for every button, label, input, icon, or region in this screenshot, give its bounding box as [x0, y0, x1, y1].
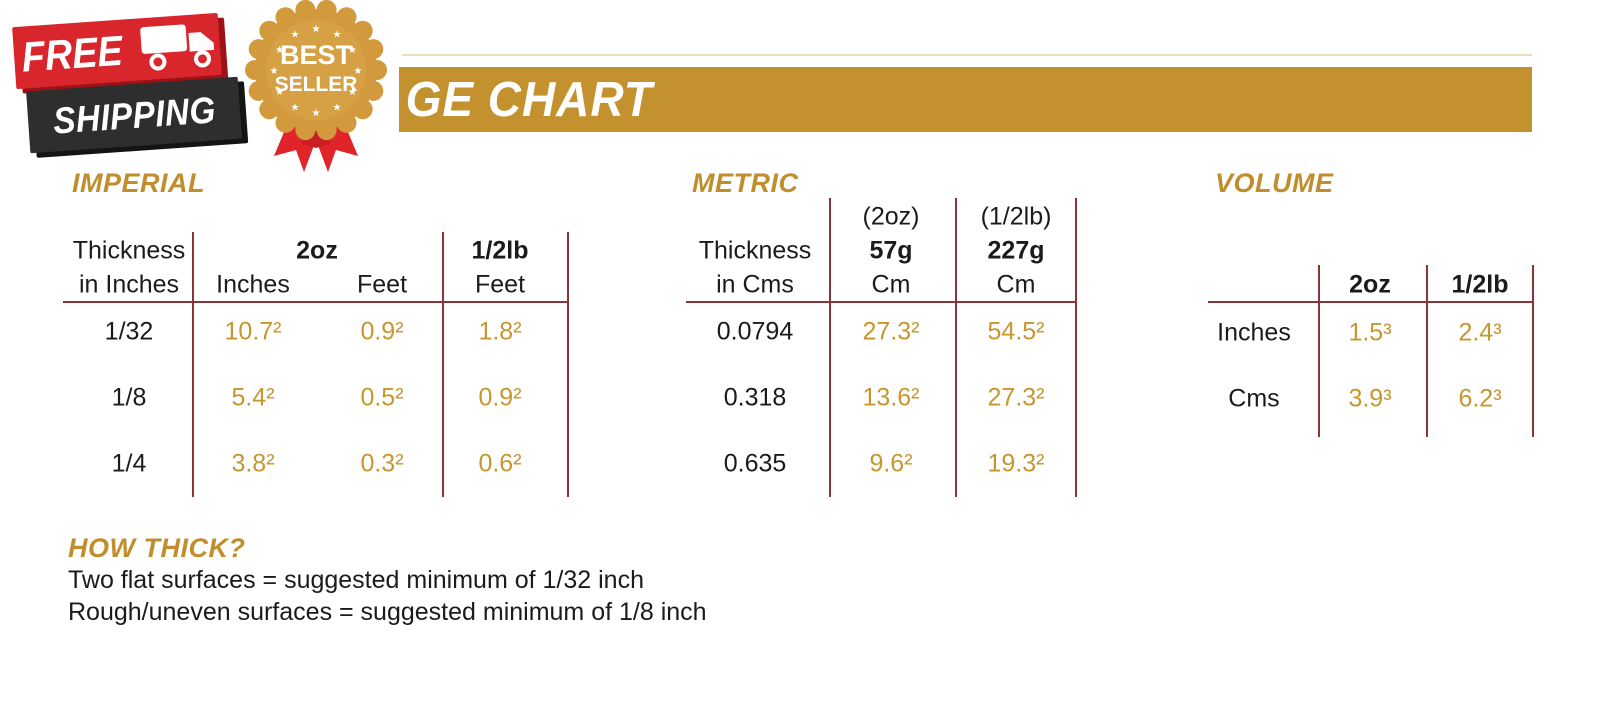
free-shipping-badge-top: FREE: [12, 12, 222, 90]
imperial-value: 10.7²: [224, 317, 282, 346]
metric-value: 27.3²: [987, 383, 1045, 412]
metric-title: METRIC: [692, 168, 799, 198]
imperial-title: IMPERIAL: [72, 168, 206, 198]
metric-header-2oz: (2oz): [862, 202, 920, 231]
svg-text:★: ★: [333, 30, 342, 41]
svg-text:★: ★: [312, 108, 321, 119]
imperial-value: 0.5²: [360, 383, 404, 412]
volume-title: VOLUME: [1215, 168, 1334, 198]
imperial-row-label: 1/4: [111, 449, 147, 478]
metric-header-cm1: Cm: [871, 270, 911, 299]
svg-text:★: ★: [354, 66, 363, 77]
metric-row-label: 0.635: [723, 449, 787, 478]
volume-rule-v3: [1532, 265, 1534, 437]
metric-header-57g: 57g: [869, 236, 913, 265]
imperial-rule-v3: [567, 232, 569, 497]
svg-text:★: ★: [291, 30, 300, 41]
metric-row-label: 0.318: [723, 383, 787, 412]
imperial-value: 1.8²: [478, 317, 522, 346]
best-label: BEST: [280, 40, 353, 70]
volume-header-2oz: 2oz: [1349, 270, 1391, 299]
imperial-header-halflb: 1/2lb: [471, 236, 529, 265]
svg-text:★: ★: [348, 45, 357, 56]
shipping-label: SHIPPING: [51, 88, 217, 142]
volume-row-label: Inches: [1217, 318, 1291, 347]
imperial-header-inches: Inches: [216, 270, 290, 299]
volume-header-halflb: 1/2lb: [1451, 270, 1509, 299]
metric-header-thickness: Thickness: [698, 236, 812, 265]
volume-row-label: Cms: [1228, 384, 1280, 413]
imperial-header-feet: Feet: [356, 270, 408, 299]
svg-text:★: ★: [348, 87, 357, 98]
truck-icon: [140, 24, 215, 71]
imperial-value: 0.3²: [360, 449, 404, 478]
best-seller-rosette: ★ ★ ★ ★ ★ ★ ★ ★ ★ ★ ★ ★ BEST SELLER: [245, 0, 387, 172]
imperial-header-feet2: Feet: [474, 270, 526, 299]
volume-value: 6.2³: [1458, 384, 1502, 413]
metric-header-227g: 227g: [987, 236, 1045, 265]
metric-value: 9.6²: [869, 449, 913, 478]
metric-rule-v1: [829, 198, 831, 497]
seller-label: SELLER: [275, 73, 358, 96]
svg-text:★: ★: [291, 102, 300, 113]
title-banner: GE CHART: [399, 67, 1532, 132]
svg-text:★: ★: [312, 24, 321, 35]
metric-row-label: 0.0794: [716, 317, 794, 346]
volume-value: 1.5³: [1348, 318, 1392, 347]
how-thick-title: HOW THICK?: [68, 533, 246, 563]
metric-header-in-cms: in Cms: [716, 270, 794, 299]
metric-rule-h: [686, 301, 1077, 303]
volume-rule-v2: [1426, 265, 1428, 437]
how-thick-line2: Rough/uneven surfaces = suggested minimu…: [68, 598, 707, 626]
how-thick-line1: Two flat surfaces = suggested minimum of…: [68, 566, 644, 594]
banner-title: GE CHART: [405, 72, 653, 127]
metric-header-halflb: (1/2lb): [980, 202, 1052, 231]
svg-text:★: ★: [333, 102, 342, 113]
svg-text:★: ★: [275, 45, 284, 56]
rosette-inner-circle: [266, 20, 366, 120]
svg-text:★: ★: [275, 87, 284, 98]
star-ring-icon: ★ ★ ★ ★ ★ ★ ★ ★ ★ ★ ★ ★: [270, 24, 363, 119]
banner-top-line: [402, 54, 1532, 56]
metric-header-cm2: Cm: [996, 270, 1036, 299]
metric-value: 13.6²: [862, 383, 920, 412]
metric-rule-v2: [955, 198, 957, 497]
imperial-rule-v2: [442, 232, 444, 497]
imperial-header-thickness: Thickness: [72, 236, 186, 265]
free-shipping-badge-bottom: SHIPPING: [26, 76, 242, 154]
imperial-value: 0.9²: [360, 317, 404, 346]
imperial-row-label: 1/32: [104, 317, 154, 346]
metric-value: 19.3²: [987, 449, 1045, 478]
imperial-rule-v1: [192, 232, 194, 497]
volume-rule-v1: [1318, 265, 1320, 437]
free-label: FREE: [20, 26, 124, 81]
volume-rule-h: [1208, 301, 1534, 303]
svg-text:★: ★: [270, 66, 279, 77]
metric-value: 54.5²: [987, 317, 1045, 346]
imperial-header-2oz: 2oz: [296, 236, 338, 265]
imperial-rule-h: [63, 301, 569, 303]
imperial-row-label: 1/8: [111, 383, 147, 412]
imperial-header-in-inches: in Inches: [78, 270, 180, 299]
imperial-value: 0.6²: [478, 449, 522, 478]
metric-value: 27.3²: [862, 317, 920, 346]
imperial-value: 0.9²: [478, 383, 522, 412]
volume-value: 2.4³: [1458, 318, 1502, 347]
volume-value: 3.9³: [1348, 384, 1392, 413]
imperial-value: 3.8²: [231, 449, 275, 478]
imperial-value: 5.4²: [231, 383, 275, 412]
metric-rule-v3: [1075, 198, 1077, 497]
